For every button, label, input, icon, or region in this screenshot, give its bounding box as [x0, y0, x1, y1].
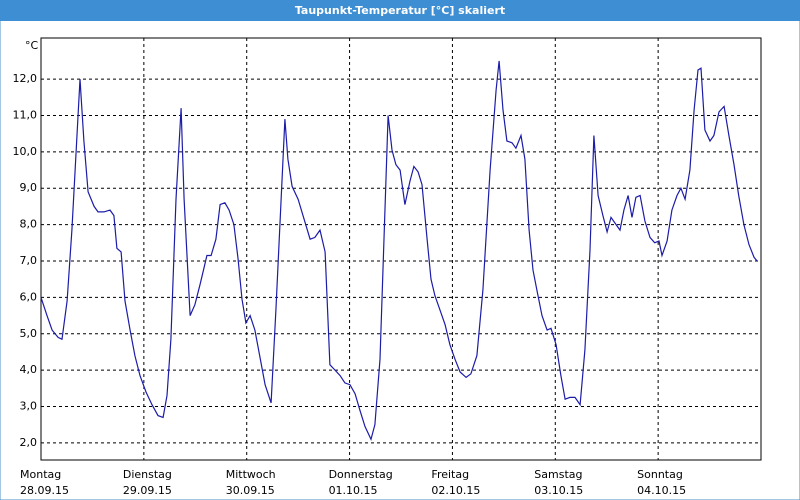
- x-tick-date: 03.10.15: [534, 484, 583, 497]
- x-tick-date: 30.09.15: [226, 484, 275, 497]
- x-tick-label: Dienstag: [123, 468, 172, 481]
- x-tick-label: Mittwoch: [226, 468, 276, 481]
- x-tick-label: Freitag: [431, 468, 469, 481]
- x-tick-date: 29.09.15: [123, 484, 172, 497]
- line: [40, 60, 758, 442]
- x-tick-label: Sonntag: [637, 468, 683, 481]
- y-unit: °C: [25, 39, 39, 52]
- x-tick-date: 04.10.15: [637, 484, 686, 497]
- x-tick-date: 01.10.15: [329, 484, 378, 497]
- y-tick-label: 11,0: [13, 108, 38, 121]
- y-tick-label: 4,0: [20, 363, 38, 376]
- y-tick-label: 2,0: [20, 436, 38, 449]
- y-tick-label: 3,0: [20, 400, 38, 413]
- y-tick-label: 8,0: [20, 218, 38, 231]
- x-tick-label: Donnerstag: [329, 468, 393, 481]
- title-bar: [0, 0, 800, 21]
- y-tick-label: 6,0: [20, 290, 38, 303]
- chart-title: Taupunkt-Temperatur [°C] skaliert: [295, 4, 505, 17]
- y-tick-label: 5,0: [20, 327, 38, 340]
- y-tick-label: 9,0: [20, 181, 38, 194]
- y-tick-label: 10,0: [13, 145, 38, 158]
- x-tick-label: Montag: [20, 468, 61, 481]
- x-tick-date: 28.09.15: [20, 484, 69, 497]
- y-tick-label: 12,0: [13, 72, 38, 85]
- x-tick-label: Samstag: [534, 468, 582, 481]
- y-tick-label: 7,0: [20, 254, 38, 267]
- x-tick-date: 02.10.15: [431, 484, 480, 497]
